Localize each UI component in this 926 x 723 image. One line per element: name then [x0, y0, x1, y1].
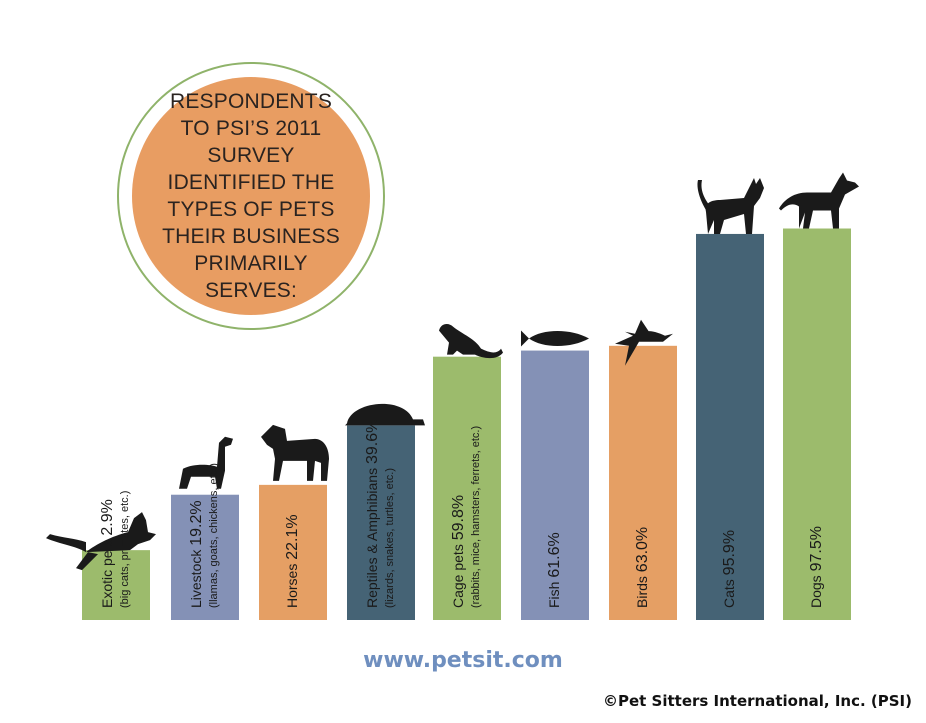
title-circle: [117, 62, 385, 330]
website-url[interactable]: www.petsit.com: [363, 648, 563, 673]
value-label: 59.8%: [450, 495, 467, 540]
dog-icon: [779, 172, 859, 229]
turtle-icon: [345, 403, 425, 426]
value-label: 39.6%: [364, 419, 381, 464]
value-label: 61.6%: [546, 532, 563, 577]
bar-label: Horses 22.1%: [284, 514, 301, 608]
bar-livestock: [171, 494, 239, 620]
category-label: Exotic pets: [99, 536, 115, 608]
category-sublabel: (big cats, primates, etc.): [119, 491, 131, 608]
bar-label: Fish 61.6%: [546, 532, 563, 608]
chart-title: RESPONDENTS TO PSI’S 2011 SURVEY IDENTIF…: [162, 90, 340, 302]
value-label: 22.1%: [284, 514, 301, 559]
panther-icon: [46, 512, 156, 571]
bar-label: Cage pets 59.8%: [450, 495, 467, 608]
category-label: Livestock: [188, 546, 204, 608]
bird-icon: [615, 319, 673, 366]
horse-icon: [261, 424, 329, 481]
llama-icon: [179, 436, 233, 489]
category-label: Horses: [284, 560, 300, 608]
category-sublabel: (lizards, snakes, turtles, etc.): [384, 468, 396, 608]
category-sublabel: (rabbits, mice, hamsters, ferrets, etc.): [470, 426, 482, 608]
title-badge: RESPONDENTS TO PSI’S 2011 SURVEY IDENTIF…: [117, 62, 385, 330]
bar-horses: [259, 484, 327, 620]
bar-cats: [696, 233, 764, 620]
value-label: 63.0%: [634, 527, 651, 572]
bar-label: Exotic pets 2.9%: [99, 499, 116, 608]
value-label: 95.9%: [721, 530, 738, 575]
category-label: Birds: [634, 572, 650, 608]
bar-label: Livestock 19.2%: [188, 500, 205, 608]
bar-label: Reptiles & Amphibians 39.6%: [364, 419, 381, 608]
bar-birds: [609, 345, 677, 620]
category-label: Fish: [546, 578, 562, 608]
value-label: 97.5%: [808, 526, 825, 571]
bar-label: Cats 95.9%: [721, 530, 738, 608]
bar-label: Birds 63.0%: [634, 527, 651, 608]
bar-label: Dogs 97.5%: [808, 526, 825, 608]
value-label: 19.2%: [188, 500, 205, 545]
bar-fish: [521, 350, 589, 620]
value-label: 2.9%: [99, 499, 116, 535]
bar-chart: Exotic pets 2.9% (big cats, primates, etc…: [46, 172, 859, 620]
category-label: Cats: [721, 575, 737, 608]
category-label: Cage pets: [450, 540, 466, 608]
ferret-icon: [439, 324, 503, 359]
category-sublabel: (llamas, goats, chickens, etc.): [208, 463, 220, 608]
bar-reptiles-amphibians: [347, 425, 415, 620]
category-label: Reptiles & Amphibians: [364, 464, 380, 608]
cat-icon: [697, 177, 764, 234]
copyright-text: ©Pet Sitters International, Inc. (PSI): [602, 692, 912, 710]
bar-exotic-pets: [82, 550, 150, 620]
fish-icon: [521, 330, 589, 347]
bar-dogs: [783, 228, 851, 620]
bar-cage-pets: [433, 356, 501, 620]
category-label: Dogs: [808, 571, 824, 608]
